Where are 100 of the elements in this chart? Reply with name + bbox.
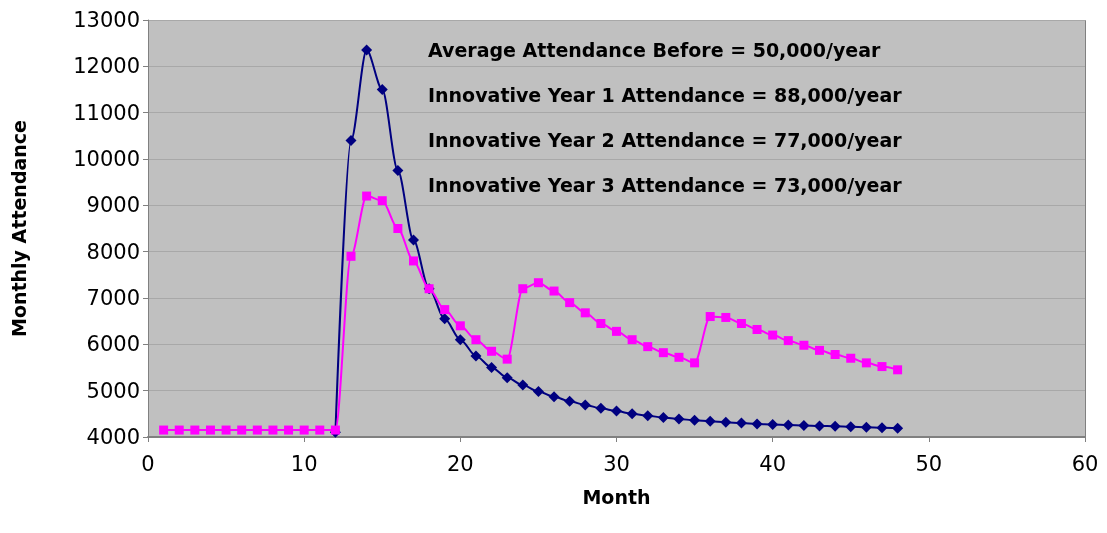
point <box>735 417 747 429</box>
y-tick-label: 11000 <box>73 100 140 125</box>
x-tick-label: 30 <box>603 451 630 476</box>
point <box>736 318 746 328</box>
y-tick-label: 13000 <box>73 8 140 32</box>
point <box>845 421 857 433</box>
x-tick-label: 50 <box>915 451 943 476</box>
point <box>704 415 716 427</box>
y-tick-label: 10000 <box>73 147 140 171</box>
y-tick-label: 5000 <box>86 378 140 403</box>
point <box>487 346 497 356</box>
point <box>720 416 732 428</box>
point <box>221 425 231 435</box>
point <box>782 419 794 431</box>
point <box>829 420 841 432</box>
point <box>861 358 871 368</box>
point <box>299 425 309 435</box>
point <box>627 335 637 345</box>
point <box>690 358 700 368</box>
point <box>876 422 888 434</box>
x-tick-label: 10 <box>290 451 318 476</box>
y-tick-label: 12000 <box>73 54 140 79</box>
point <box>252 425 262 435</box>
point <box>783 336 793 346</box>
point <box>768 330 778 340</box>
point <box>612 326 621 336</box>
point <box>798 419 810 431</box>
point <box>392 165 404 177</box>
point <box>268 425 278 435</box>
y-tick-label: 8000 <box>86 239 140 264</box>
point <box>611 405 622 417</box>
point <box>689 414 701 426</box>
point <box>174 425 184 435</box>
point <box>657 412 669 424</box>
point <box>846 353 856 363</box>
point <box>407 234 419 246</box>
point <box>315 425 325 435</box>
point <box>626 408 638 420</box>
x-axis-title: Month <box>582 485 651 508</box>
y-tick-label: 6000 <box>86 332 140 357</box>
annotation: Innovative Year 2 Attendance = 77,000/year <box>428 128 903 151</box>
point <box>470 350 482 362</box>
point <box>658 348 668 358</box>
point <box>501 372 513 384</box>
point <box>393 224 403 233</box>
y-tick-label: 9000 <box>86 193 140 218</box>
point <box>362 191 372 201</box>
point <box>361 44 373 56</box>
x-tick-label: 0 <box>141 451 155 476</box>
point <box>439 313 451 325</box>
point <box>643 342 653 352</box>
point <box>454 334 466 346</box>
point <box>377 196 387 206</box>
point <box>674 352 684 362</box>
x-tick-label: 20 <box>446 451 474 476</box>
point <box>580 308 590 318</box>
point <box>518 284 528 294</box>
point <box>549 286 559 296</box>
y-tick-label: 7000 <box>86 286 140 310</box>
y-tick-label: 4000 <box>86 425 140 449</box>
point <box>595 402 607 414</box>
y-axis-title: Monthly Attendance <box>7 120 30 337</box>
point <box>642 410 654 422</box>
point <box>565 298 575 308</box>
x-tick-label: 40 <box>759 451 787 476</box>
annotation: Innovative Year 1 Attendance = 88,000/year <box>428 83 903 106</box>
point <box>486 362 498 373</box>
point <box>284 425 294 435</box>
point <box>440 305 450 315</box>
point <box>532 386 544 398</box>
point <box>548 391 560 403</box>
point <box>877 362 887 372</box>
point <box>752 325 762 335</box>
point <box>502 354 512 364</box>
point <box>408 256 418 266</box>
point <box>830 350 840 360</box>
annotation: Innovative Year 3 Attendance = 73,000/year <box>428 173 903 196</box>
point <box>705 312 715 322</box>
point <box>376 84 388 95</box>
point <box>751 418 763 430</box>
x-tick-label: 60 <box>1071 451 1099 476</box>
point <box>673 413 685 425</box>
point <box>455 321 465 331</box>
point <box>767 418 779 430</box>
point <box>190 425 200 435</box>
point <box>815 345 825 355</box>
point <box>237 425 247 435</box>
annotation: Average Attendance Before = 50,000/year <box>428 38 882 61</box>
point <box>892 422 904 434</box>
point <box>596 318 606 328</box>
point <box>471 335 481 345</box>
point <box>799 340 809 350</box>
point <box>860 421 872 433</box>
point <box>159 425 169 435</box>
point <box>721 312 731 322</box>
point <box>345 134 357 146</box>
point <box>893 365 903 375</box>
point <box>564 395 576 407</box>
point <box>579 399 591 411</box>
point <box>533 278 543 288</box>
